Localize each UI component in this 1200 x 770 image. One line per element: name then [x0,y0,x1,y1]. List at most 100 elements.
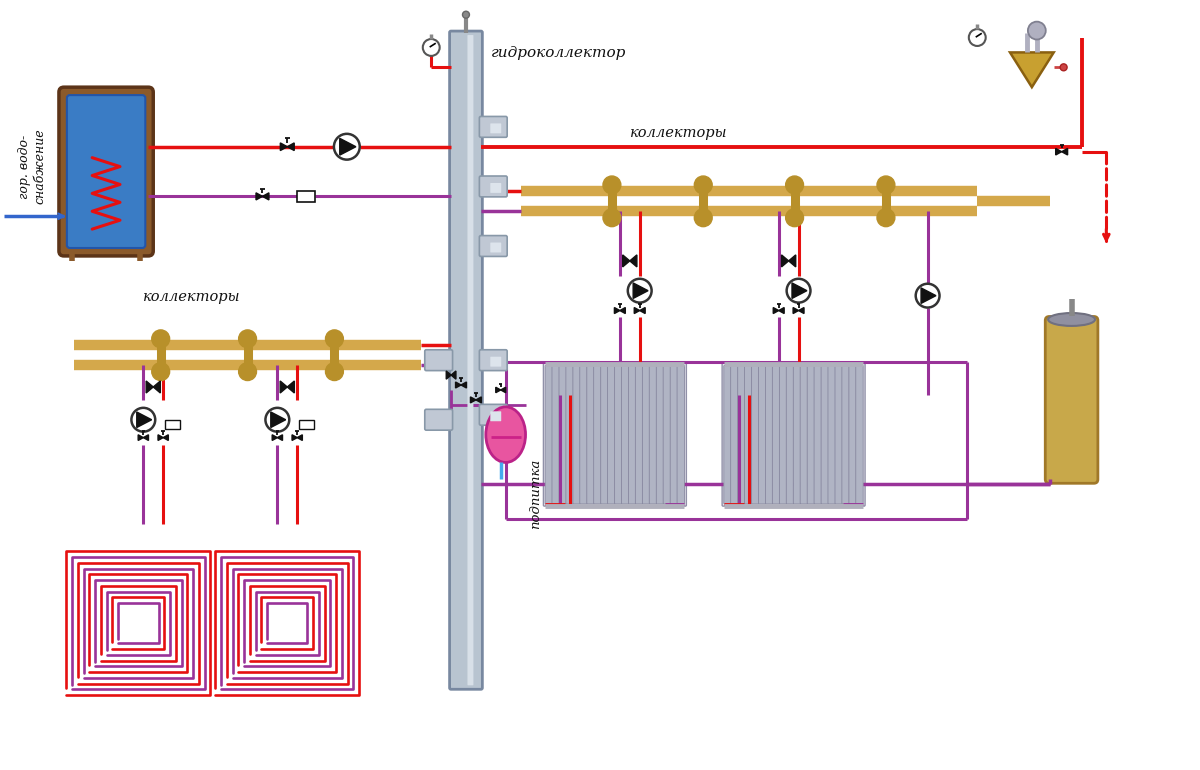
Polygon shape [277,435,282,440]
Polygon shape [143,435,149,440]
Polygon shape [496,387,500,393]
Circle shape [265,408,289,432]
FancyBboxPatch shape [587,365,594,504]
Polygon shape [779,307,784,313]
Circle shape [151,330,169,348]
FancyBboxPatch shape [677,365,684,504]
FancyBboxPatch shape [635,365,643,504]
Circle shape [334,134,360,159]
Polygon shape [281,143,287,151]
Circle shape [132,408,155,432]
FancyBboxPatch shape [856,365,863,504]
Circle shape [1060,64,1067,71]
Polygon shape [146,381,154,393]
Polygon shape [623,255,630,267]
Polygon shape [158,435,163,440]
FancyBboxPatch shape [1045,316,1098,484]
Text: гор. водо-
снабжение: гор. водо- снабжение [18,129,46,204]
FancyBboxPatch shape [491,357,502,367]
Circle shape [602,209,620,226]
FancyBboxPatch shape [793,365,800,504]
FancyBboxPatch shape [848,365,857,504]
Circle shape [602,176,620,194]
Polygon shape [614,307,620,313]
Circle shape [239,363,257,380]
FancyBboxPatch shape [642,365,650,504]
Polygon shape [451,371,456,379]
Polygon shape [292,435,298,440]
Circle shape [1028,22,1045,39]
Polygon shape [792,283,806,299]
FancyBboxPatch shape [842,365,850,504]
Polygon shape [137,412,151,427]
Polygon shape [922,288,936,303]
Circle shape [151,363,169,380]
Polygon shape [163,435,168,440]
FancyBboxPatch shape [479,116,508,137]
FancyBboxPatch shape [566,365,574,504]
Polygon shape [634,283,648,299]
Polygon shape [793,307,798,313]
Polygon shape [635,307,640,313]
Text: коллекторы: коллекторы [630,126,727,140]
FancyBboxPatch shape [622,365,629,504]
Polygon shape [798,307,804,313]
Polygon shape [1010,52,1054,87]
FancyBboxPatch shape [491,183,502,193]
FancyBboxPatch shape [479,404,508,425]
FancyBboxPatch shape [722,363,865,506]
Circle shape [462,12,469,18]
Ellipse shape [1048,313,1096,326]
FancyBboxPatch shape [479,350,508,370]
FancyBboxPatch shape [744,365,752,504]
FancyBboxPatch shape [59,87,154,256]
FancyBboxPatch shape [594,365,601,504]
Polygon shape [138,435,143,440]
FancyBboxPatch shape [800,365,808,504]
FancyBboxPatch shape [601,365,608,504]
Circle shape [628,279,652,303]
Circle shape [325,330,343,348]
FancyBboxPatch shape [786,365,793,504]
Circle shape [786,209,804,226]
FancyBboxPatch shape [491,243,502,253]
FancyBboxPatch shape [479,176,508,197]
FancyBboxPatch shape [298,191,316,202]
FancyBboxPatch shape [670,365,678,504]
Polygon shape [500,387,505,393]
Polygon shape [154,381,161,393]
Polygon shape [287,143,294,151]
Ellipse shape [486,407,526,463]
FancyBboxPatch shape [450,31,482,689]
Polygon shape [461,382,467,388]
FancyBboxPatch shape [607,365,614,504]
Polygon shape [470,397,476,403]
FancyBboxPatch shape [572,365,581,504]
FancyBboxPatch shape [828,365,835,504]
FancyBboxPatch shape [491,411,502,421]
FancyBboxPatch shape [479,236,508,256]
Polygon shape [256,192,263,200]
Circle shape [877,176,895,194]
FancyBboxPatch shape [821,365,828,504]
FancyBboxPatch shape [649,365,656,504]
FancyBboxPatch shape [779,365,787,504]
FancyBboxPatch shape [758,365,766,504]
FancyBboxPatch shape [67,95,145,248]
Polygon shape [263,192,269,200]
FancyBboxPatch shape [814,365,822,504]
FancyBboxPatch shape [629,365,636,504]
FancyBboxPatch shape [299,420,314,429]
Polygon shape [1062,149,1068,155]
Text: коллекторы: коллекторы [143,290,241,303]
FancyBboxPatch shape [808,365,815,504]
Polygon shape [271,412,286,427]
FancyBboxPatch shape [552,365,559,504]
Polygon shape [630,255,637,267]
Circle shape [422,39,439,56]
FancyBboxPatch shape [773,365,780,504]
FancyBboxPatch shape [491,123,502,133]
Polygon shape [280,381,287,393]
FancyBboxPatch shape [835,365,842,504]
Text: гидроколлектор: гидроколлектор [491,46,626,60]
